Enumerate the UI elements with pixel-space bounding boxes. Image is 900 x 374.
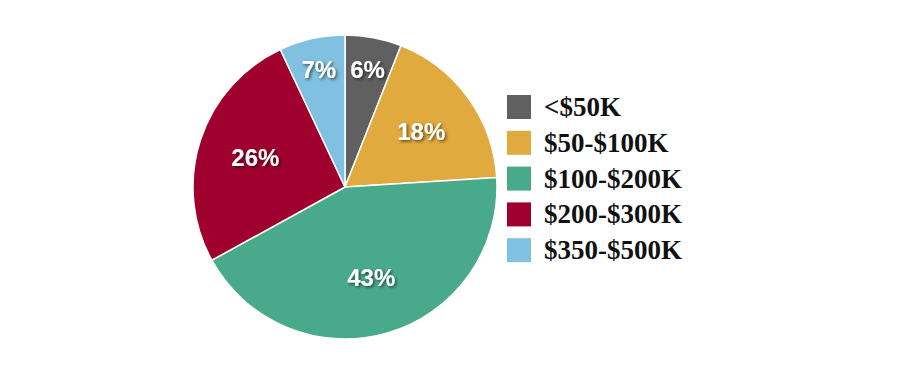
pie bbox=[193, 35, 497, 339]
legend-label: $200-$300K bbox=[544, 199, 682, 229]
legend-label: $350-$500K bbox=[544, 235, 682, 265]
data-label: 6% bbox=[350, 56, 385, 83]
data-label: 7% bbox=[301, 56, 336, 83]
chart: 6% 18% 43% 26% 7% <$50K $50-$100K $100-$200K $20… bbox=[0, 0, 900, 374]
legend-label: <$50K bbox=[544, 92, 621, 122]
legend: <$50K $50-$100K $100-$200K $200-$300K $350-$… bbox=[507, 92, 682, 265]
data-labels: 6% 18% 43% 26% 7% bbox=[231, 56, 445, 291]
data-label: 26% bbox=[231, 144, 279, 171]
legend-label: $100-$200K bbox=[544, 164, 682, 194]
legend-swatch bbox=[507, 167, 531, 191]
legend-swatch bbox=[507, 202, 531, 226]
data-label: 18% bbox=[397, 118, 445, 145]
legend-swatch bbox=[507, 131, 531, 155]
data-label: 43% bbox=[347, 264, 395, 291]
pie-slice bbox=[193, 49, 345, 260]
pie-slice bbox=[280, 35, 345, 187]
pie-slice bbox=[345, 46, 497, 187]
legend-swatch bbox=[507, 95, 531, 119]
legend-label: $50-$100K bbox=[544, 128, 669, 158]
legend-swatch bbox=[507, 238, 531, 262]
